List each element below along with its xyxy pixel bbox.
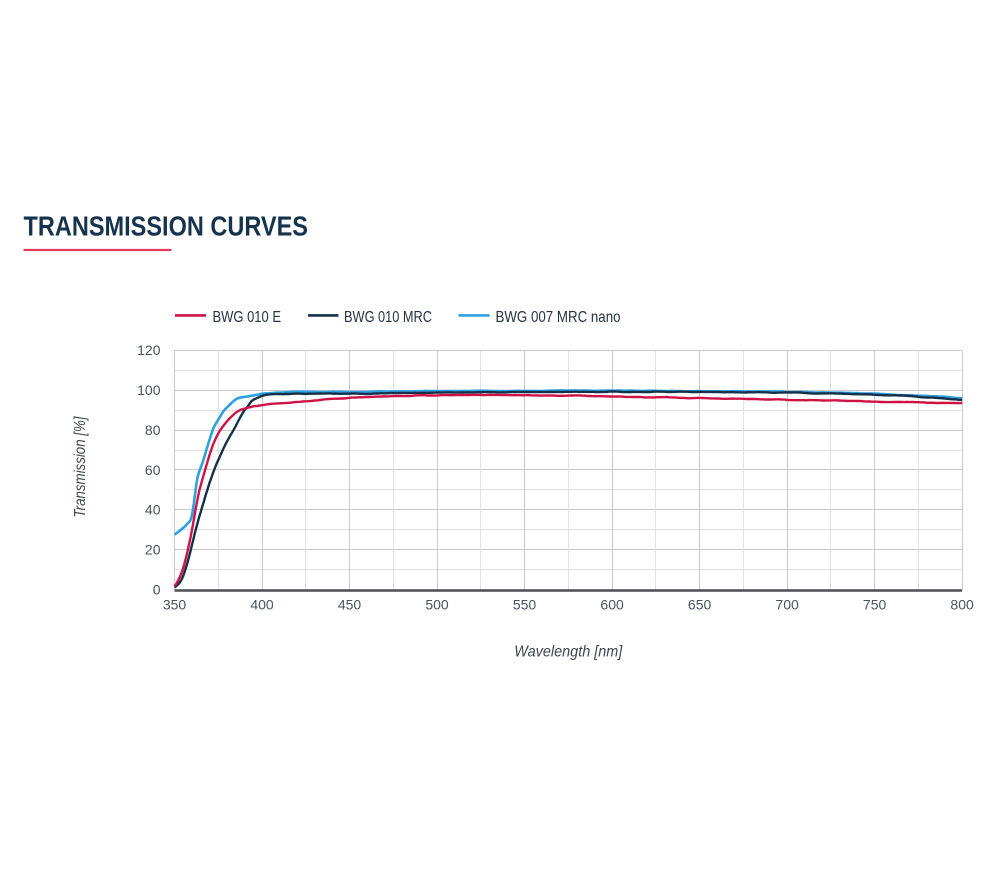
svg-text:BWG 007 MRC nano: BWG 007 MRC nano xyxy=(496,309,621,326)
svg-text:400: 400 xyxy=(250,597,274,613)
svg-text:600: 600 xyxy=(600,597,624,613)
svg-text:120: 120 xyxy=(137,342,161,358)
svg-text:500: 500 xyxy=(425,597,449,613)
svg-text:100: 100 xyxy=(137,382,161,398)
svg-text:800: 800 xyxy=(950,597,974,613)
svg-text:Transmission [%]: Transmission [%] xyxy=(72,416,89,517)
svg-text:BWG 010 E: BWG 010 E xyxy=(213,309,282,326)
svg-text:60: 60 xyxy=(145,462,161,478)
svg-text:450: 450 xyxy=(338,597,362,613)
svg-text:650: 650 xyxy=(688,597,712,613)
svg-text:Wavelength [nm]: Wavelength [nm] xyxy=(514,643,623,660)
svg-text:20: 20 xyxy=(145,541,161,557)
svg-text:550: 550 xyxy=(513,597,537,613)
svg-text:TRANSMISSION CURVES: TRANSMISSION CURVES xyxy=(24,211,309,242)
svg-text:0: 0 xyxy=(153,581,161,597)
svg-text:700: 700 xyxy=(775,597,799,613)
svg-text:80: 80 xyxy=(145,422,161,438)
svg-text:40: 40 xyxy=(145,502,161,518)
svg-text:BWG 010 MRC: BWG 010 MRC xyxy=(344,309,432,326)
svg-text:350: 350 xyxy=(163,597,187,613)
svg-text:750: 750 xyxy=(863,597,887,613)
